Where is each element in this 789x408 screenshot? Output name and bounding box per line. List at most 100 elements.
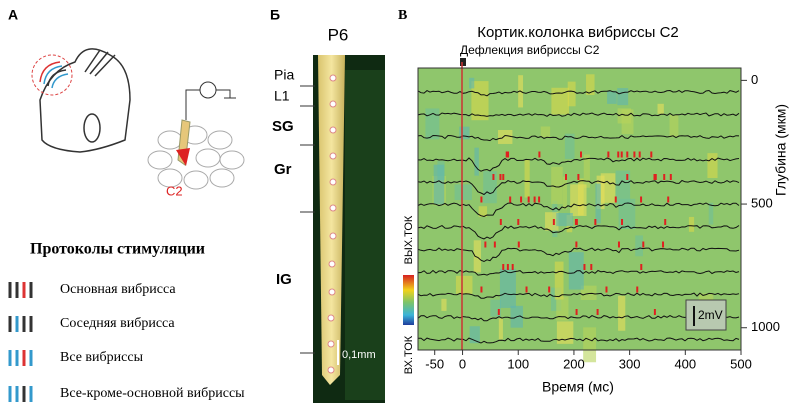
whisker-highlight [31,54,73,96]
heatmap-patch [708,202,714,225]
heatmap-patch [595,183,601,224]
protocol-item: Соседняя вибрисса [60,316,175,331]
heatmap-patch [556,212,573,227]
lfp-trace [417,157,740,172]
scale-label: 2mV [698,308,723,322]
lfp-trace [417,89,740,97]
scale-label: 0,1mm [342,349,376,361]
lfp-trace [417,179,740,196]
lfp-trace [417,337,740,344]
probe [318,55,345,385]
probe-sites [327,74,337,374]
layer-label: Pia [274,67,294,83]
protocol-item: Основная вибрисса [60,282,176,297]
x-axis-label: Время (мс) [542,379,614,395]
heatmap-patch [567,81,576,107]
layer-label: L1 [274,88,290,104]
heatmap-patch [564,133,575,159]
panel-label: В [398,8,407,23]
protocol-item: Все-кроме-основной вибриссы [60,386,245,401]
heatmap-patch [441,298,447,311]
meter [199,81,217,99]
heatmap-patch [607,90,617,104]
heatmap-patch [469,77,475,89]
heatmap-patch [562,176,567,210]
protocols-title: Протоколы стимуляции [30,241,205,258]
x-tick-label: 500 [730,356,752,371]
x-tick-label: 400 [674,356,696,371]
lfp-trace [417,202,740,218]
lfp-trace [417,134,740,142]
panel-label: Б [270,7,280,23]
heatmap-patch [551,87,570,115]
heatmap-patch [556,296,569,321]
y-tick-label: 1000 [751,319,780,334]
colorbar [403,275,414,325]
heatmap-patch [524,159,530,198]
heatmap-patch [433,164,445,205]
lfp-trace [417,247,740,263]
heatmap-patch [583,154,590,188]
panel-title: Кортик.колонка вибриссы C2 [477,24,679,41]
layer-label: IG [276,271,292,288]
heatmap-patch [600,173,616,203]
heatmap [417,68,741,363]
ground [216,89,236,99]
x-tick-label: 100 [507,356,529,371]
heatmap-patch [617,108,632,124]
plot-frame [417,67,742,351]
heatmap-patch [454,184,472,201]
heatmap-patch [545,212,559,231]
heatmap-patch [707,153,718,179]
heatmap-patch [570,184,587,216]
x-tick-label: 200 [563,356,585,371]
heatmap-patch [554,261,564,300]
heatmap-patch [498,318,503,340]
lfp-trace [417,225,740,240]
heatmap-patch [551,166,563,205]
heatmap-patch [583,327,597,363]
x-tick-label: 0 [459,356,466,371]
heatmap-patch [471,81,489,121]
x-tick-label: 300 [619,356,641,371]
panel-label: A [8,7,18,23]
heatmap-patch [556,321,574,344]
x-tick-label: -50 [425,356,444,371]
whiskers [39,61,69,89]
annotation: Дефлекция вибриссы C2 [460,43,600,57]
y-tick-label: 500 [751,195,773,210]
rat-head [39,48,131,153]
heatmap-patch [669,114,679,138]
heatmap-patch [469,326,480,344]
heatmap-patch [499,268,516,308]
electrode-label: C2 [166,183,183,198]
lfp-trace [417,269,740,276]
heatmap-patch [459,126,470,140]
heatmap-patch [498,130,513,144]
heatmap-patch [617,88,629,106]
heatmap-patch [586,74,595,96]
heatmap-patch [425,108,440,140]
layer-label: SG [272,118,294,135]
heatmap-patch [474,147,479,176]
protocol-item: Все вибриссы [60,350,144,365]
heatmap-patch [473,240,481,273]
heatmap-patch [688,216,695,232]
y-tick-label: 0 [751,72,758,87]
protocol-icons [8,282,33,402]
heatmap-patch [540,126,551,138]
panel-title: P6 [328,25,349,44]
layer-label: Gr [274,161,292,178]
lfp-trace [417,292,740,299]
barrel-c2 [176,148,190,166]
heatmap-patch [483,171,497,204]
colorbar-label: ВХ.ТОК [403,335,415,374]
barrel-field [147,125,245,190]
wire [185,89,200,120]
heatmap-patch [490,299,501,317]
heatmap-patch [455,275,473,294]
heatmap-patch [618,295,626,331]
lfp-trace [417,112,740,117]
heatmap-patch [657,103,664,114]
